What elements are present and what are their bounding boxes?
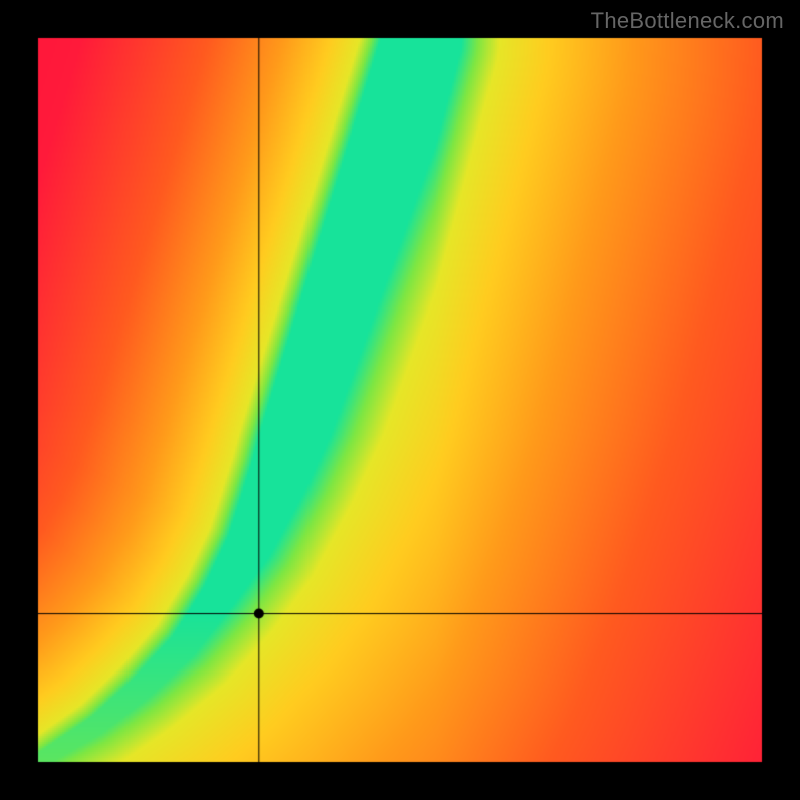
watermark-text: TheBottleneck.com	[591, 8, 784, 34]
bottleneck-heatmap	[0, 0, 800, 800]
